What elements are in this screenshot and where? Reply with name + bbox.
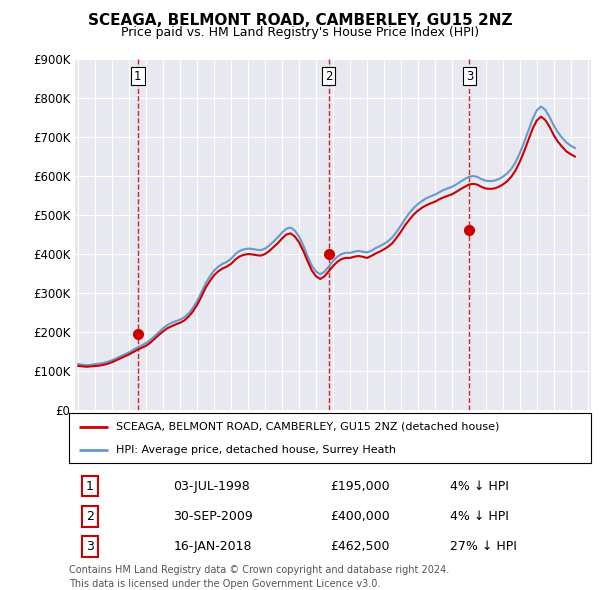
Text: SCEAGA, BELMONT ROAD, CAMBERLEY, GU15 2NZ: SCEAGA, BELMONT ROAD, CAMBERLEY, GU15 2N… (88, 13, 512, 28)
Text: £195,000: £195,000 (330, 480, 389, 493)
Text: Price paid vs. HM Land Registry's House Price Index (HPI): Price paid vs. HM Land Registry's House … (121, 26, 479, 39)
Text: 16-JAN-2018: 16-JAN-2018 (173, 540, 252, 553)
Text: 4% ↓ HPI: 4% ↓ HPI (450, 480, 509, 493)
Text: 30-SEP-2009: 30-SEP-2009 (173, 510, 253, 523)
Text: 1: 1 (86, 480, 94, 493)
Text: £400,000: £400,000 (330, 510, 390, 523)
Text: 2: 2 (325, 70, 332, 83)
Text: This data is licensed under the Open Government Licence v3.0.: This data is licensed under the Open Gov… (69, 579, 380, 589)
Text: 3: 3 (466, 70, 473, 83)
Text: 2: 2 (86, 510, 94, 523)
Text: SCEAGA, BELMONT ROAD, CAMBERLEY, GU15 2NZ (detached house): SCEAGA, BELMONT ROAD, CAMBERLEY, GU15 2N… (116, 421, 499, 431)
Text: 3: 3 (86, 540, 94, 553)
Text: HPI: Average price, detached house, Surrey Heath: HPI: Average price, detached house, Surr… (116, 445, 396, 455)
Text: 27% ↓ HPI: 27% ↓ HPI (450, 540, 517, 553)
Text: Contains HM Land Registry data © Crown copyright and database right 2024.: Contains HM Land Registry data © Crown c… (69, 565, 449, 575)
Text: 1: 1 (134, 70, 142, 83)
Text: £462,500: £462,500 (330, 540, 389, 553)
Text: 03-JUL-1998: 03-JUL-1998 (173, 480, 250, 493)
Text: 4% ↓ HPI: 4% ↓ HPI (450, 510, 509, 523)
